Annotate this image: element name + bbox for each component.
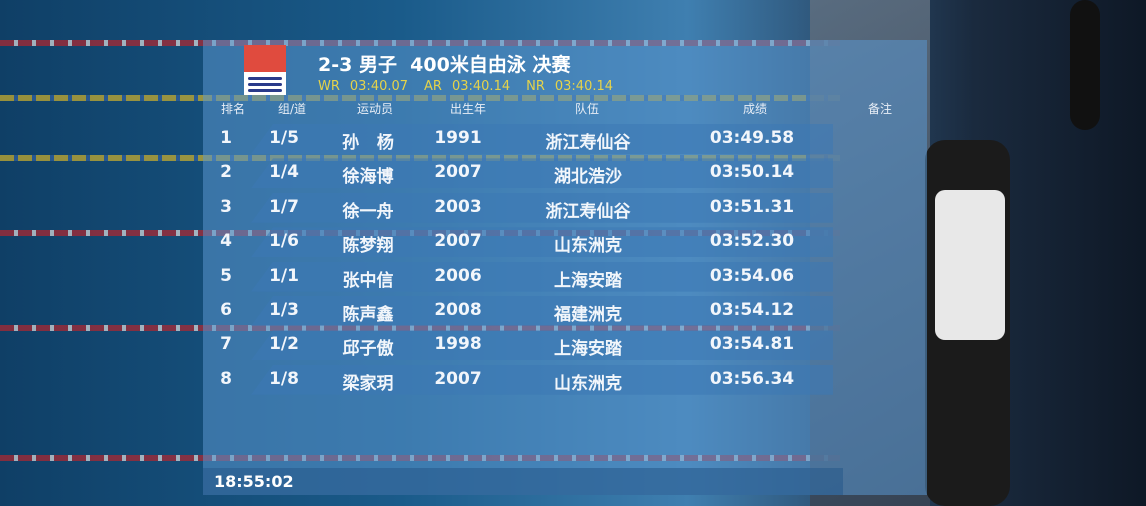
result-row: 1 1/5 孙 杨 1991 浙江寿仙谷 03:49.58 xyxy=(203,124,833,154)
cell-name: 张中信 xyxy=(342,270,394,291)
cell-year: 2003 xyxy=(434,196,482,217)
record-time: 03:40.14 xyxy=(451,79,511,94)
cell-year: 2008 xyxy=(434,300,482,320)
record-label: WR xyxy=(318,79,340,94)
cell-lane: 1/7 xyxy=(269,196,299,217)
cell-team: 湖北浩沙 xyxy=(554,167,622,188)
column-header-athlete: 运动员 xyxy=(356,102,394,116)
cell-lane: 1/3 xyxy=(269,300,299,320)
cell-year: 2007 xyxy=(434,368,482,389)
cell-name: 陈梦翔 xyxy=(342,236,394,257)
cell-year: 2006 xyxy=(434,265,482,286)
column-header-rank: 排名 xyxy=(220,102,246,116)
column-header-lane: 组/道 xyxy=(277,102,307,116)
cell-name: 徐一舟 xyxy=(342,201,394,222)
cell-rank: 7 xyxy=(220,334,232,355)
column-header-birth-year: 出生年 xyxy=(449,102,487,116)
result-row: 8 1/8 梁家玥 2007 山东洲克 03:56.34 xyxy=(203,364,833,395)
cell-name: 梁家玥 xyxy=(342,373,394,394)
clock-bar: 18:55:02 xyxy=(203,468,843,495)
cell-team: 浙江寿仙谷 xyxy=(545,201,631,222)
cell-lane: 1/5 xyxy=(269,128,299,148)
cell-lane: 1/2 xyxy=(269,334,299,355)
cell-team: 上海安踏 xyxy=(554,270,622,291)
cell-rank: 4 xyxy=(220,231,232,252)
cell-rank: 3 xyxy=(220,196,232,217)
cell-team: 上海安踏 xyxy=(554,339,622,360)
cell-year: 1991 xyxy=(434,128,482,148)
record-label: AR xyxy=(424,79,442,94)
cell-lane: 1/8 xyxy=(269,368,299,389)
cell-time: 03:51.31 xyxy=(709,196,795,217)
cell-time: 03:54.12 xyxy=(709,300,795,320)
cell-time: 03:56.34 xyxy=(709,368,795,389)
cell-name: 陈声鑫 xyxy=(342,305,394,325)
result-row: 3 1/7 徐一舟 2003 浙江寿仙谷 03:51.31 xyxy=(203,192,833,223)
record-time: 03:40.07 xyxy=(349,79,409,94)
cell-lane: 1/1 xyxy=(269,265,299,286)
cell-name: 徐海博 xyxy=(342,167,394,188)
cell-time: 03:50.14 xyxy=(709,162,795,183)
result-row: 4 1/6 陈梦翔 2007 山东洲克 03:52.30 xyxy=(203,227,833,258)
cell-team: 福建洲克 xyxy=(554,305,622,325)
result-row: 2 1/4 徐海博 2007 湖北浩沙 03:50.14 xyxy=(203,158,833,189)
swimming-logo xyxy=(244,45,286,95)
records-line: WR 03:40.07 AR 03:40.14 NR 03:40.14 xyxy=(318,79,629,94)
clock-time: 18:55:02 xyxy=(214,472,294,491)
cell-time: 03:54.81 xyxy=(709,334,795,355)
cell-time: 03:49.58 xyxy=(709,128,795,148)
cell-rank: 8 xyxy=(220,368,232,389)
event-title: 2-3 男子 400米自由泳 决赛 xyxy=(318,54,571,76)
cell-name: 邱子傲 xyxy=(342,339,394,360)
result-row: 5 1/1 张中信 2006 上海安踏 03:54.06 xyxy=(203,261,833,292)
cell-lane: 1/4 xyxy=(269,162,299,183)
record-time: 03:40.14 xyxy=(554,79,614,94)
cell-year: 2007 xyxy=(434,231,482,252)
cell-time: 03:52.30 xyxy=(709,231,795,252)
cell-lane: 1/6 xyxy=(269,231,299,252)
cell-time: 03:54.06 xyxy=(709,265,795,286)
cell-rank: 2 xyxy=(220,162,232,183)
column-header-remarks: 备注 xyxy=(867,102,893,116)
cell-name: 孙 杨 xyxy=(342,133,394,153)
cell-year: 2007 xyxy=(434,162,482,183)
cell-rank: 5 xyxy=(220,265,232,286)
cell-team: 山东洲克 xyxy=(554,236,622,257)
column-header-team: 队伍 xyxy=(574,102,600,116)
column-header-result: 成绩 xyxy=(742,102,768,116)
cell-rank: 1 xyxy=(220,128,232,148)
cell-team: 山东洲克 xyxy=(554,373,622,394)
result-row: 6 1/3 陈声鑫 2008 福建洲克 03:54.12 xyxy=(203,296,833,326)
cell-year: 1998 xyxy=(434,334,482,355)
record-label: NR xyxy=(526,79,545,94)
result-row: 7 1/2 邱子傲 1998 上海安踏 03:54.81 xyxy=(203,330,833,361)
cell-team: 浙江寿仙谷 xyxy=(545,133,631,153)
cell-rank: 6 xyxy=(220,300,232,320)
